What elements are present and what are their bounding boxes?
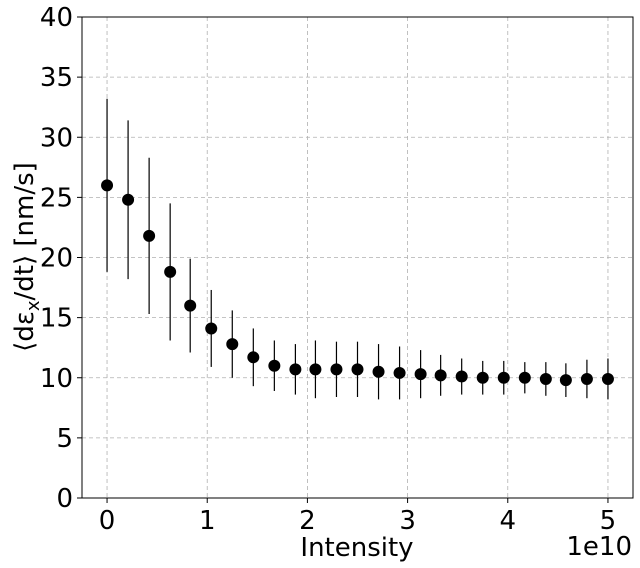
data-point-18 (476, 371, 489, 384)
data-point-7 (247, 351, 260, 364)
x-tick-label: 2 (299, 506, 316, 536)
data-point-1 (122, 193, 135, 206)
x-tick-label: 4 (499, 506, 516, 536)
x-axis-offset-label: 1e10 (566, 532, 632, 562)
y-tick-label: 40 (40, 3, 73, 33)
data-point-17 (455, 370, 468, 383)
y-tick-label: 25 (40, 183, 73, 213)
data-point-0 (101, 179, 114, 192)
y-tick-label: 0 (56, 484, 73, 514)
x-tick-label: 5 (600, 506, 617, 536)
data-point-16 (434, 369, 447, 382)
data-point-2 (143, 229, 156, 242)
data-point-10 (309, 363, 322, 376)
data-markers (101, 179, 614, 387)
data-point-19 (497, 371, 510, 384)
data-point-15 (414, 368, 427, 381)
tick-marks (77, 16, 609, 503)
data-point-4 (184, 299, 197, 312)
y-axis-label-prefix: ⟨dε (10, 311, 40, 352)
data-point-9 (289, 363, 302, 376)
grid (82, 16, 633, 499)
y-tick-label: 10 (40, 364, 73, 394)
y-tick-label: 5 (56, 424, 73, 454)
y-tick-labels: 0 5 10 15 20 25 30 35 40 (40, 3, 73, 514)
data-point-13 (372, 365, 385, 378)
data-point-24 (601, 372, 614, 385)
data-point-5 (205, 322, 218, 335)
data-point-14 (393, 366, 406, 379)
x-tick-label: 1 (199, 506, 216, 536)
data-point-8 (268, 359, 281, 372)
y-axis-label: ⟨dεx/dt⟩ [nm/s] (10, 162, 44, 352)
error-bars (106, 98, 609, 400)
x-tick-label: 0 (99, 506, 116, 536)
data-point-20 (518, 371, 531, 384)
y-axis-label-subscript: x (23, 300, 44, 311)
data-point-11 (330, 363, 343, 376)
data-point-21 (539, 372, 552, 385)
x-tick-label: 3 (399, 506, 416, 536)
x-axis-label: Intensity (300, 533, 413, 563)
y-tick-label: 20 (40, 244, 73, 274)
y-tick-label: 35 (40, 63, 73, 93)
y-tick-label: 15 (40, 304, 73, 334)
data-point-12 (351, 363, 364, 376)
y-axis-label-suffix: /dt⟩ [nm/s] (10, 162, 40, 300)
y-tick-label: 30 (40, 123, 73, 153)
data-point-3 (164, 265, 177, 278)
data-point-6 (226, 338, 239, 351)
data-point-22 (559, 374, 572, 387)
data-point-23 (580, 372, 593, 385)
x-tick-labels: 0 1 2 3 4 5 (99, 506, 616, 536)
